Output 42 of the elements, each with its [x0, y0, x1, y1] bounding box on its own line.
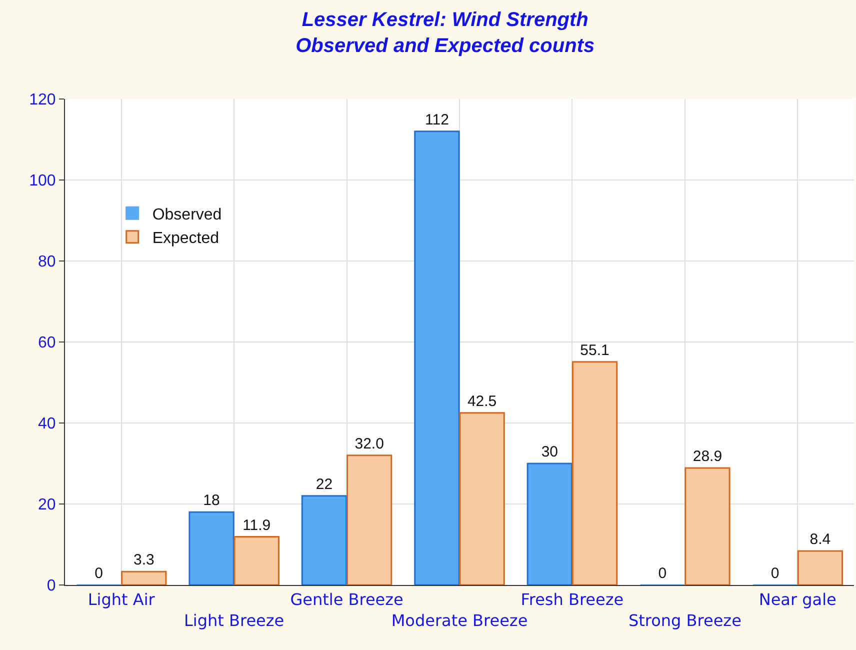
bar	[234, 536, 280, 585]
y-tick-label: 80	[38, 254, 56, 271]
bar	[121, 570, 167, 585]
data-label: 3.3	[133, 552, 154, 569]
data-label: 18	[203, 492, 220, 510]
x-tick-label: Strong Breeze	[628, 611, 742, 630]
legend-label: Observed	[152, 206, 222, 224]
bar	[414, 130, 460, 585]
data-label: 42.5	[467, 392, 497, 410]
y-tick-label: 60	[38, 334, 56, 352]
y-tick-label: 20	[38, 496, 56, 514]
x-tick-label: Moderate Breeze	[391, 611, 528, 630]
data-label: 28.9	[692, 448, 722, 465]
bar	[526, 462, 573, 585]
bar	[301, 495, 348, 585]
x-tick-label: Light Breeze	[184, 611, 284, 630]
data-label: 0	[770, 565, 780, 582]
data-label: 0	[94, 565, 103, 582]
bar	[797, 550, 844, 585]
bar	[572, 361, 618, 585]
data-label: 30	[541, 444, 558, 460]
data-label: 32.0	[354, 435, 384, 452]
bar	[684, 467, 730, 585]
data-label: 55.1	[580, 342, 610, 359]
data-label: 22	[316, 476, 333, 493]
data-label: 0	[658, 565, 667, 582]
chart-title: Lesser Kestrel: Wind Strength Observed and Expected counts	[296, 9, 595, 57]
data-label: 8.4	[810, 530, 831, 548]
bar	[459, 412, 505, 585]
legend-label: Expected	[152, 230, 220, 248]
y-tick-label: 0	[46, 578, 56, 595]
y-tick-label: 100	[29, 172, 56, 190]
x-tick-label: Fresh Breeze	[520, 590, 624, 610]
x-tick-label: Gentle Breeze	[290, 590, 404, 610]
y-tick-label: 40	[38, 416, 56, 433]
y-tick-label: 120	[29, 92, 56, 109]
bar	[346, 454, 392, 585]
data-label: 11.9	[242, 516, 271, 534]
data-label: 112	[425, 111, 449, 128]
bar	[188, 511, 234, 585]
x-tick-label: Near gale	[758, 590, 836, 610]
x-tick-label: Light Air	[88, 590, 156, 610]
